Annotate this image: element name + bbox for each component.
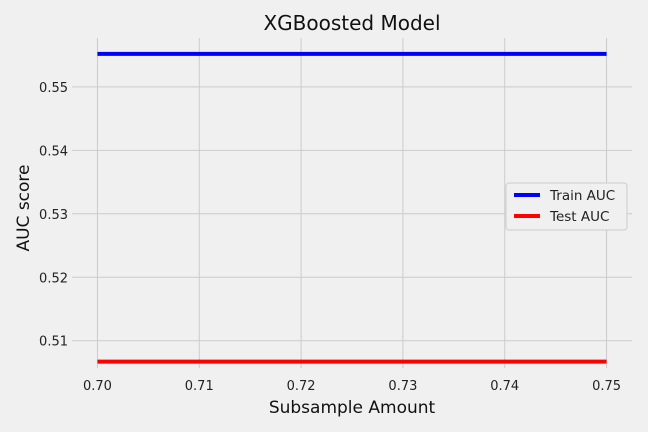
- y-tick-label: 0.52: [39, 271, 68, 286]
- x-tick-label: 0.75: [592, 379, 621, 394]
- x-tick-label: 0.73: [388, 379, 417, 394]
- x-tick-label: 0.70: [83, 379, 112, 394]
- x-tick-label: 0.71: [185, 379, 214, 394]
- x-tick-label: 0.74: [490, 379, 519, 394]
- ticks-layer: 0.70 0.71 0.72 0.73 0.74 0.75 0.51 0.52 0.53 0.54…: [39, 81, 621, 394]
- y-tick-label: 0.54: [39, 144, 68, 159]
- y-tick-label: 0.55: [39, 81, 68, 96]
- x-tick-label: 0.72: [287, 379, 316, 394]
- legend-label-train: Train AUC: [549, 188, 615, 204]
- legend-label-test: Test AUC: [549, 209, 609, 225]
- chart-title: XGBoosted Model: [263, 11, 440, 35]
- y-tick-label: 0.51: [39, 335, 68, 350]
- grid: [72, 38, 632, 368]
- legend: Train AUC Test AUC: [505, 182, 628, 231]
- y-tick-label: 0.53: [39, 208, 68, 223]
- x-axis-label: Subsample Amount: [269, 398, 436, 418]
- y-axis-label: AUC score: [14, 164, 34, 251]
- series-layer: [97, 51, 607, 364]
